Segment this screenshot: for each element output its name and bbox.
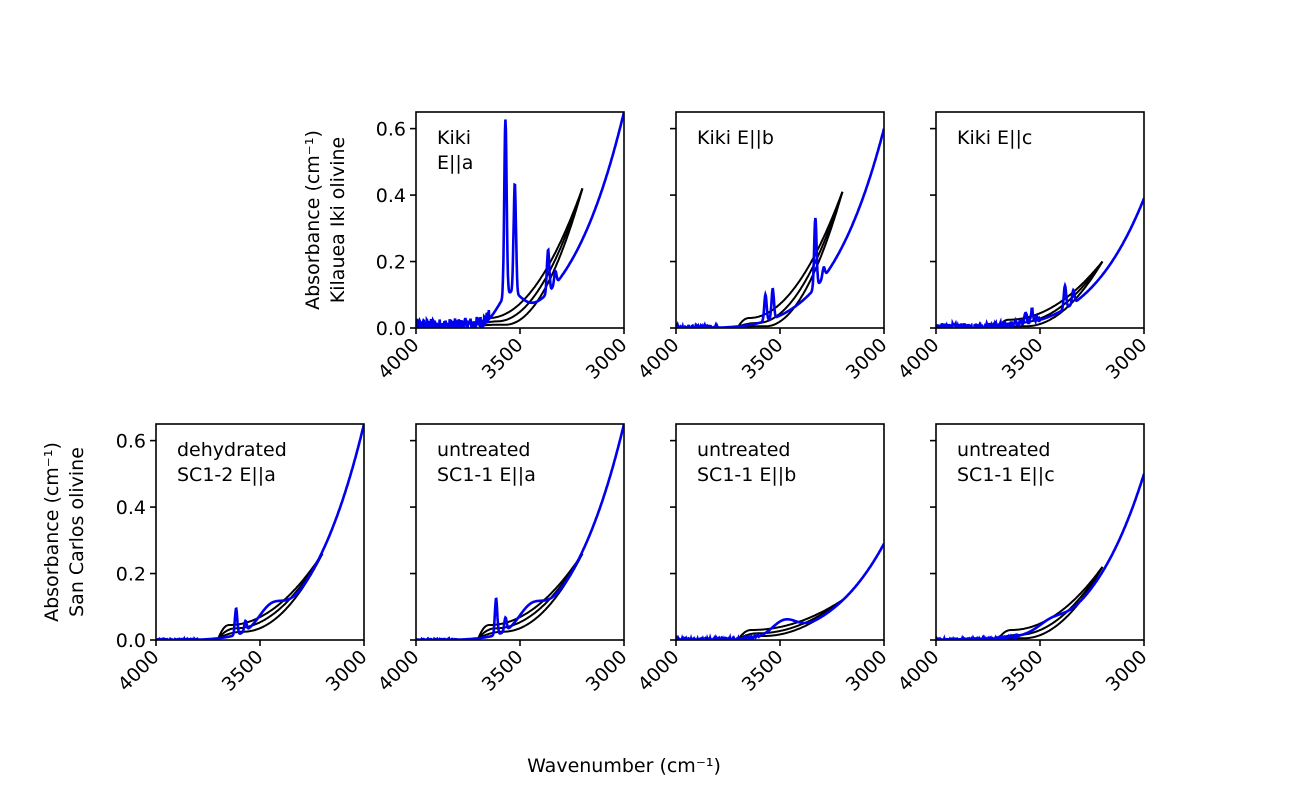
ytick-label-3-1: 0.2 [116, 564, 146, 586]
row-1-ylabel-line-1: Absorbance (cm⁻¹) [41, 442, 63, 622]
panel-label-6-0: untreated [957, 439, 1050, 461]
ytick-label-3-3: 0.6 [116, 431, 146, 453]
row-0-ylabel-line-1: Absorbance (cm⁻¹) [302, 130, 324, 310]
spectrum-1 [676, 128, 884, 328]
row-0-ylabel-line-2: Kilauea Iki olivine [327, 137, 349, 303]
figure-xlabel: Wavenumber (cm⁻¹) [527, 755, 721, 777]
panel-label-0-1: E||a [437, 152, 473, 174]
ytick-label-0-1: 0.2 [376, 252, 406, 274]
row-1-ylabel-line-2: San Carlos olivine [66, 447, 88, 617]
panel-label-3-1: SC1-2 E||a [177, 464, 276, 486]
panel-label-1-0: Kiki E||b [697, 127, 774, 149]
baseline-1-0 [737, 191, 844, 327]
panel-label-3-0: dehydrated [177, 439, 287, 461]
ytick-label-0-2: 0.4 [376, 185, 406, 207]
panel-label-4-1: SC1-1 E||a [437, 464, 536, 486]
baseline-1-2 [738, 191, 844, 328]
panel-label-0-0: Kiki [437, 127, 471, 149]
baseline-5-0 [737, 599, 843, 640]
ytick-label-3-0: 0.0 [116, 630, 146, 652]
spectrum-0 [416, 112, 624, 328]
baseline-4-0 [477, 553, 584, 639]
baseline-2-2 [998, 261, 1104, 328]
panel-label-6-1: SC1-1 E||c [957, 464, 1055, 486]
baseline-0-1 [477, 188, 584, 327]
panel-label-5-1: SC1-1 E||b [697, 464, 796, 486]
baseline-4-1 [477, 553, 584, 639]
panel-label-5-0: untreated [697, 439, 790, 461]
spectrum-2 [936, 197, 1144, 328]
ytick-label-3-2: 0.4 [116, 497, 146, 519]
baseline-5-1 [737, 599, 844, 640]
ytick-label-0-3: 0.6 [376, 119, 406, 141]
baseline-0-0 [477, 188, 584, 327]
baseline-0-2 [478, 188, 584, 327]
panel-label-2-0: Kiki E||c [957, 127, 1032, 149]
panel-label-4-0: untreated [437, 439, 530, 461]
spectrum-3 [156, 424, 364, 640]
ytick-label-0-0: 0.0 [376, 318, 406, 340]
baseline-3-1 [217, 553, 324, 639]
